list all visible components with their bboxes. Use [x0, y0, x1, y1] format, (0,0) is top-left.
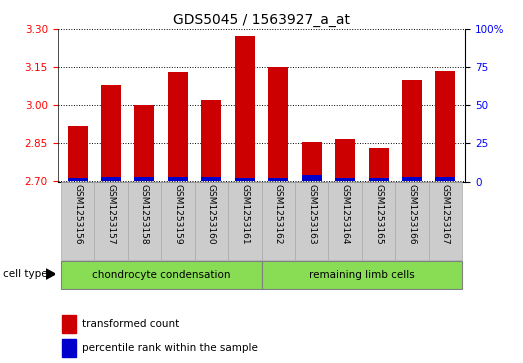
Text: GSM1253164: GSM1253164	[340, 184, 349, 244]
Text: GSM1253165: GSM1253165	[374, 184, 383, 244]
Bar	[62, 339, 76, 357]
Text: cell type: cell type	[3, 269, 47, 279]
Bar	[302, 175, 322, 182]
Bar	[395, 182, 429, 260]
Bar	[235, 179, 255, 182]
Bar	[62, 315, 76, 333]
Text: percentile rank within the sample: percentile rank within the sample	[82, 343, 258, 353]
Text: GSM1253159: GSM1253159	[174, 184, 183, 244]
Text: GSM1253162: GSM1253162	[274, 184, 283, 244]
Bar	[295, 182, 328, 260]
Bar	[268, 179, 288, 182]
Bar	[435, 177, 456, 182]
Bar	[362, 182, 395, 260]
Polygon shape	[46, 269, 55, 279]
Bar	[195, 182, 228, 260]
Bar	[168, 72, 188, 182]
Bar	[201, 100, 221, 182]
Bar	[61, 182, 94, 260]
Bar	[161, 182, 195, 260]
Bar	[335, 139, 355, 182]
Bar	[67, 126, 88, 182]
Bar	[369, 179, 389, 182]
Text: GSM1253156: GSM1253156	[73, 184, 82, 244]
Bar	[101, 177, 121, 182]
Text: remaining limb cells: remaining limb cells	[309, 270, 415, 280]
Text: chondrocyte condensation: chondrocyte condensation	[92, 270, 231, 280]
Bar	[128, 182, 161, 260]
Bar	[429, 182, 462, 260]
Text: GSM1253157: GSM1253157	[107, 184, 116, 244]
Bar	[369, 148, 389, 182]
Bar	[335, 179, 355, 182]
Text: GSM1253160: GSM1253160	[207, 184, 216, 244]
Bar	[302, 142, 322, 182]
Bar	[228, 182, 262, 260]
Bar	[67, 179, 88, 182]
Bar	[235, 36, 255, 182]
Bar	[134, 177, 154, 182]
Text: transformed count: transformed count	[82, 319, 179, 330]
Bar	[402, 177, 422, 182]
Bar	[168, 177, 188, 182]
Bar	[94, 182, 128, 260]
Bar	[262, 261, 462, 289]
Bar	[328, 182, 362, 260]
Text: GSM1253158: GSM1253158	[140, 184, 149, 244]
Bar	[201, 177, 221, 182]
Text: GSM1253166: GSM1253166	[407, 184, 416, 244]
Bar	[402, 80, 422, 182]
Text: GSM1253167: GSM1253167	[441, 184, 450, 244]
Bar	[61, 261, 262, 289]
Text: GSM1253163: GSM1253163	[307, 184, 316, 244]
Bar	[268, 67, 288, 182]
Bar	[101, 85, 121, 182]
Bar	[435, 72, 456, 182]
Text: GSM1253161: GSM1253161	[240, 184, 249, 244]
Bar	[134, 105, 154, 182]
Bar	[262, 182, 295, 260]
Title: GDS5045 / 1563927_a_at: GDS5045 / 1563927_a_at	[173, 13, 350, 26]
